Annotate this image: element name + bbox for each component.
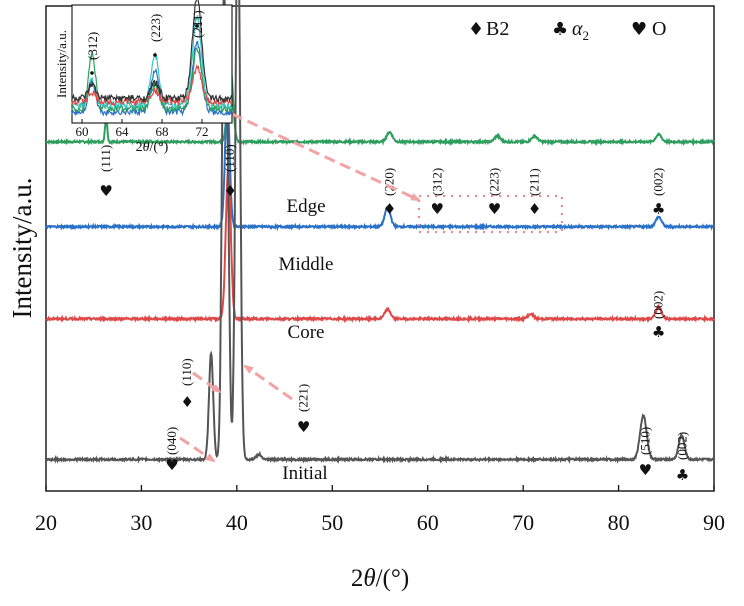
phase-symbol: ♥: [639, 461, 652, 479]
x-tick-label: 60: [417, 510, 439, 535]
phase-symbol: ♣: [676, 466, 689, 484]
y-axis-title: Intensity/a.u.: [7, 178, 37, 319]
series-labels: Edge Middle Core Initial: [279, 196, 334, 484]
inset-x-tick-label: 64: [116, 124, 130, 139]
arrow-040: [179, 436, 216, 463]
x-tick-label: 80: [608, 510, 630, 535]
phase-symbol: ♥: [165, 456, 178, 474]
x-axis: 20 30 40 50 60 70 80 90: [35, 485, 725, 535]
inset-x-axis: 60 64 68 72: [76, 119, 209, 139]
legend-alpha2-symbol: ♣: [552, 19, 568, 40]
series-line-edge: [45, 63, 715, 147]
spectra: [45, 0, 715, 465]
phase-symbol: ♦: [528, 200, 541, 218]
arrow-221: [243, 364, 293, 401]
peak-label: (040): [164, 427, 179, 455]
peak-label: (002): [651, 168, 666, 196]
x-tick-label: 30: [130, 510, 152, 535]
inset-x-axis-title: 2θ/(°): [136, 140, 169, 155]
arrows: [179, 112, 421, 463]
x-axis-title: 2θ/(°): [351, 565, 409, 592]
inset-peak-marker: [195, 24, 199, 28]
series-label-middle: Middle: [279, 254, 334, 275]
phase-symbol: ♦: [181, 393, 194, 411]
peak-label: (110): [179, 358, 194, 386]
inset-chart: 60 64 68 72 (312)(223) (211) Intensity/a.u. …: [54, 0, 233, 155]
peak-label: (223): [487, 168, 502, 196]
series-line-core: [45, 168, 715, 324]
inset-peak-label: (312): [85, 32, 100, 60]
x-tick-label: 50: [321, 510, 343, 535]
peak-label: (510): [637, 427, 652, 455]
series-line-middle: [45, 100, 715, 232]
inset-series-cyan: [71, 15, 233, 111]
phase-symbol: ♦: [383, 200, 396, 218]
legend-b2-label: B2: [486, 18, 509, 40]
phase-symbol: ♥: [99, 182, 112, 200]
peak-label: (111): [98, 145, 113, 172]
inset-x-tick-label: 68: [156, 124, 169, 139]
peak-annotations: (111) ♥ (110) ♦ (220) ♦ (312) ♥ (223) ♥ (211) ♦ (002…: [98, 144, 689, 484]
peak-label: (002): [651, 291, 666, 319]
legend: ♦ B2 ♣ α2 ♥ O: [468, 18, 666, 43]
phase-symbol: ♣: [652, 200, 665, 218]
peak-label: (002): [675, 432, 690, 460]
inset-peak-marker: [90, 71, 94, 75]
legend-alpha2-label: α2: [572, 18, 589, 43]
legend-b2-symbol: ♦: [468, 19, 484, 40]
inset-spectra: [71, 0, 233, 117]
inset-series-dark: [71, 0, 233, 104]
plot-frame: [45, 5, 715, 492]
phase-symbol: ♥: [488, 200, 501, 218]
inset-peak-label: (223): [148, 14, 163, 42]
inset-x-tick-label: 72: [196, 124, 209, 139]
legend-o-symbol: ♥: [631, 19, 647, 40]
peak-label: (221): [296, 384, 311, 412]
x-tick-label: 40: [226, 510, 248, 535]
x-tick-label: 70: [512, 510, 534, 535]
inset-peak-marker: [153, 53, 157, 57]
inset-y-axis-title: Intensity/a.u.: [54, 30, 69, 98]
inset-peak-labels: (312) (223) (211): [85, 10, 205, 75]
inset-x-tick-label: 60: [76, 124, 89, 139]
peak-label: (110): [222, 144, 237, 172]
phase-symbol: ♥: [297, 418, 310, 436]
series-label-core: Core: [288, 322, 325, 343]
x-tick-label: 20: [35, 510, 57, 535]
peak-label: (220): [382, 168, 397, 196]
peak-label: (211): [527, 168, 542, 196]
phase-symbol: ♦: [223, 182, 236, 200]
series-label-edge: Edge: [286, 196, 325, 217]
series-label-initial: Initial: [282, 463, 327, 484]
series-line-initial: [45, 0, 715, 465]
inset-peak-label: (211): [190, 10, 205, 38]
phase-symbol: ♥: [431, 200, 444, 218]
arrow-110-initial: [192, 371, 222, 394]
phase-symbol: ♣: [652, 323, 665, 341]
zoom-region-box: [417, 194, 564, 234]
inset-arrow: [231, 112, 421, 202]
inset-series-green: [71, 47, 233, 115]
x-tick-label: 90: [703, 510, 725, 535]
peak-label: (312): [429, 168, 444, 196]
legend-o-label: O: [652, 18, 666, 40]
